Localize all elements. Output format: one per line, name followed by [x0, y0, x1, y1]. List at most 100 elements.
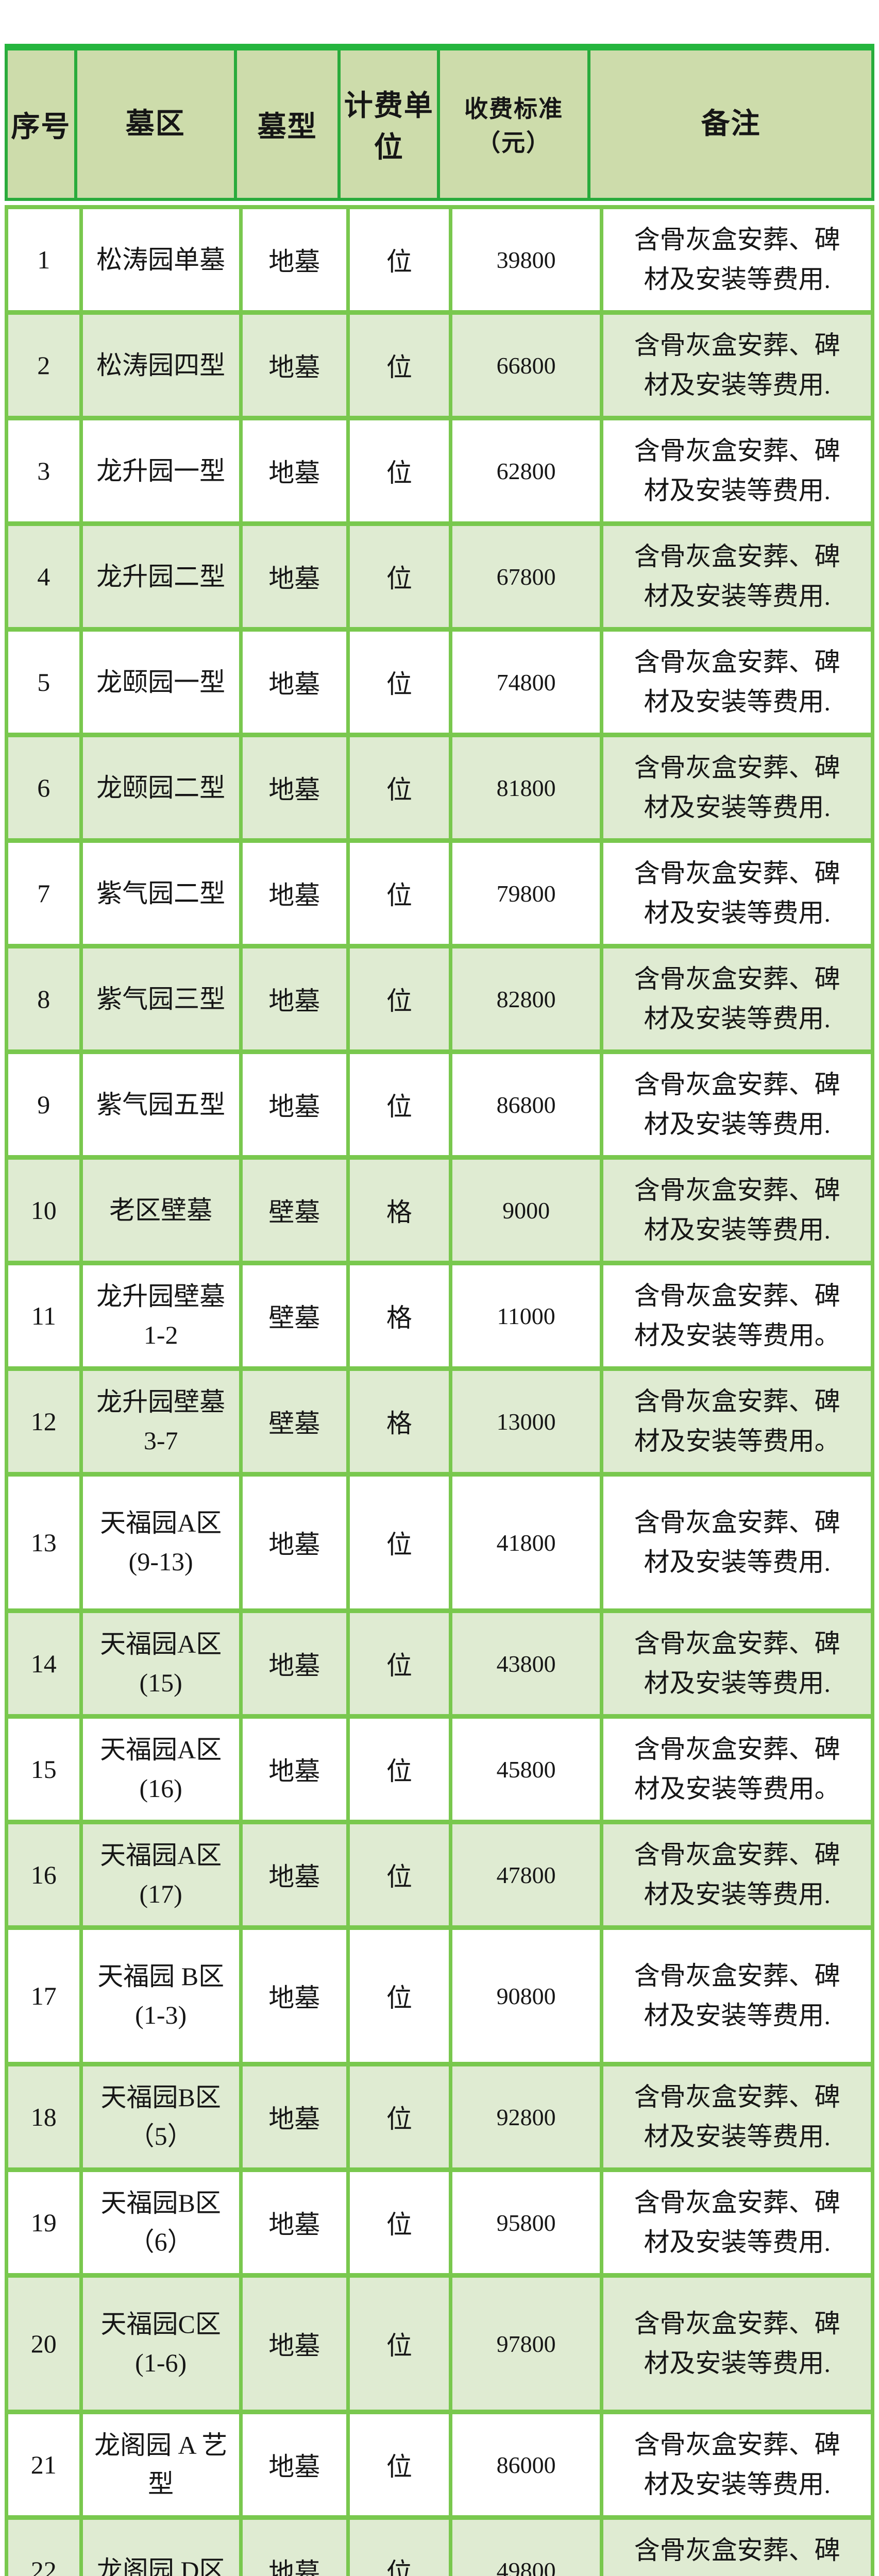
cell-no: 14 — [8, 1613, 83, 1714]
cell-area: 龙阁园 A 艺型 — [83, 2414, 243, 2515]
table-row: 20 天福园C区 (1-6) 地墓 位 97800 含骨灰盒安葬、碑材及安装等费… — [5, 2278, 874, 2414]
cell-area: 龙颐园二型 — [83, 737, 243, 838]
header-cell-unit: 计费单位 — [341, 50, 440, 198]
cell-unit: 位 — [350, 2414, 452, 2515]
cell-price: 86000 — [452, 2414, 604, 2515]
table-row: 11 龙升园壁墓 1-2 壁墓 格 11000 含骨灰盒安葬、碑材及安装等费用。 — [5, 1265, 874, 1371]
cell-price: 39800 — [452, 209, 604, 310]
cell-price: 95800 — [452, 2172, 604, 2273]
cell-area: 龙升园二型 — [83, 526, 243, 627]
cell-unit: 位 — [350, 632, 452, 733]
cell-type: 壁墓 — [243, 1371, 350, 1472]
cell-type: 壁墓 — [243, 1265, 350, 1366]
cell-no: 1 — [8, 209, 83, 310]
cell-price: 45800 — [452, 1719, 604, 1820]
cell-no: 22 — [8, 2520, 83, 2576]
table-row: 22 龙阁园 D区 地墓 位 49800 含骨灰盒安葬、碑材及安装等费用， — [5, 2520, 874, 2576]
cell-area: 天福园B区（5） — [83, 2066, 243, 2167]
cell-no: 3 — [8, 420, 83, 521]
cell-remark: 含骨灰盒安葬、碑材及安装等费用. — [634, 2430, 840, 2499]
cell-remark: 含骨灰盒安葬、碑材及安装等费用. — [634, 1507, 840, 1577]
cell-unit: 位 — [350, 1930, 452, 2062]
cell-no: 9 — [8, 1054, 83, 1155]
cell-unit: 位 — [350, 1477, 452, 1608]
cell-area: 松涛园四型 — [83, 315, 243, 416]
cell-type: 地墓 — [243, 1824, 350, 1925]
cell-remark: 含骨灰盒安葬、碑材及安装等费用。 — [634, 1386, 840, 1456]
cell-no: 4 — [8, 526, 83, 627]
cell-area: 紫气园二型 — [83, 843, 243, 944]
cell-unit: 格 — [350, 1265, 452, 1366]
cell-no: 16 — [8, 1824, 83, 1925]
cell-no: 8 — [8, 948, 83, 1049]
cell-no: 17 — [8, 1930, 83, 2062]
cell-unit: 位 — [350, 209, 452, 310]
cell-area: 天福园A区 (9-13) — [83, 1477, 243, 1608]
cell-remark: 含骨灰盒安葬、碑材及安装等费用. — [634, 1175, 840, 1245]
cell-no: 2 — [8, 315, 83, 416]
cell-area: 天福园A区(15) — [83, 1613, 243, 1714]
table-row: 12 龙升园壁墓3-7 壁墓 格 13000 含骨灰盒安葬、碑材及安装等费用。 — [5, 1371, 874, 1477]
cell-type: 地墓 — [243, 2172, 350, 2273]
cell-remark: 含骨灰盒安葬、碑材及安装等费用. — [634, 330, 840, 400]
cell-no: 19 — [8, 2172, 83, 2273]
cell-unit: 位 — [350, 2172, 452, 2273]
cell-remark: 含骨灰盒安葬、碑材及安装等费用. — [634, 541, 840, 611]
cell-type: 地墓 — [243, 1719, 350, 1820]
cell-price: 90800 — [452, 1930, 604, 2062]
header-cell-no: 序号 — [8, 50, 77, 198]
cell-price: 43800 — [452, 1613, 604, 1714]
header-cell-remark: 备注 — [701, 108, 761, 140]
cell-price: 97800 — [452, 2278, 604, 2410]
header-body-gap — [5, 201, 874, 205]
cell-remark: 含骨灰盒安葬、碑材及安装等费用. — [634, 753, 840, 822]
cell-area: 天福园 B区 (1-3) — [83, 1930, 243, 2062]
cell-price: 47800 — [452, 1824, 604, 1925]
cell-area: 老区壁墓 — [83, 1160, 243, 1261]
table-row: 6 龙颐园二型 地墓 位 81800 含骨灰盒安葬、碑材及安装等费用. — [5, 737, 874, 843]
cell-type: 地墓 — [243, 1477, 350, 1608]
cell-type: 地墓 — [243, 2278, 350, 2410]
table-row: 14 天福园A区(15) 地墓 位 43800 含骨灰盒安葬、碑材及安装等费用. — [5, 1613, 874, 1719]
cell-price: 79800 — [452, 843, 604, 944]
cell-price: 92800 — [452, 2066, 604, 2167]
cell-unit: 位 — [350, 526, 452, 627]
cell-remark: 含骨灰盒安葬、碑材及安装等费用， — [634, 2535, 840, 2576]
table-row: 19 天福园B区（6） 地墓 位 95800 含骨灰盒安葬、碑材及安装等费用. — [5, 2172, 874, 2278]
cell-unit: 位 — [350, 315, 452, 416]
cell-area: 龙升园壁墓3-7 — [83, 1371, 243, 1472]
cell-price: 67800 — [452, 526, 604, 627]
cell-no: 7 — [8, 843, 83, 944]
cell-type: 地墓 — [243, 1054, 350, 1155]
table-row: 16 天福园A区(17) 地墓 位 47800 含骨灰盒安葬、碑材及安装等费用. — [5, 1824, 874, 1930]
cell-type: 地墓 — [243, 2520, 350, 2576]
cell-area: 天福园A区(16) — [83, 1719, 243, 1820]
cell-area: 龙升园壁墓 1-2 — [83, 1265, 243, 1366]
cell-remark: 含骨灰盒安葬、碑材及安装等费用. — [634, 1629, 840, 1698]
cell-price: 86800 — [452, 1054, 604, 1155]
cell-no: 15 — [8, 1719, 83, 1820]
cell-no: 6 — [8, 737, 83, 838]
cell-area: 紫气园三型 — [83, 948, 243, 1049]
cell-type: 地墓 — [243, 843, 350, 944]
table-row: 1 松涛园单墓 地墓 位 39800 含骨灰盒安葬、碑材及安装等费用. — [5, 209, 874, 315]
header-cell-area: 墓区 — [77, 50, 237, 198]
header-cell-type: 墓型 — [237, 50, 341, 198]
cell-area: 天福园B区（6） — [83, 2172, 243, 2273]
cell-type: 地墓 — [243, 526, 350, 627]
cell-no: 5 — [8, 632, 83, 733]
table-row: 2 松涛园四型 地墓 位 66800 含骨灰盒安葬、碑材及安装等费用. — [5, 315, 874, 420]
table-row: 13 天福园A区 (9-13) 地墓 位 41800 含骨灰盒安葬、碑材及安装等… — [5, 1477, 874, 1613]
table-row: 18 天福园B区（5） 地墓 位 92800 含骨灰盒安葬、碑材及安装等费用. — [5, 2066, 874, 2172]
cell-price: 62800 — [452, 420, 604, 521]
cell-price: 81800 — [452, 737, 604, 838]
cell-type: 壁墓 — [243, 1160, 350, 1261]
cell-type: 地墓 — [243, 948, 350, 1049]
header-body-rule — [5, 205, 874, 209]
fee-table: 序号 墓区 墓型 计费单位 收费标准（元） 备注 1 松涛园单墓 地墓 位 39… — [5, 44, 874, 2576]
cell-remark: 含骨灰盒安葬、碑材及安装等费用. — [634, 1840, 840, 1909]
cell-remark: 含骨灰盒安葬、碑材及安装等费用. — [634, 2082, 840, 2151]
cell-remark: 含骨灰盒安葬、碑材及安装等费用. — [634, 1070, 840, 1139]
table-top-border — [5, 44, 874, 50]
